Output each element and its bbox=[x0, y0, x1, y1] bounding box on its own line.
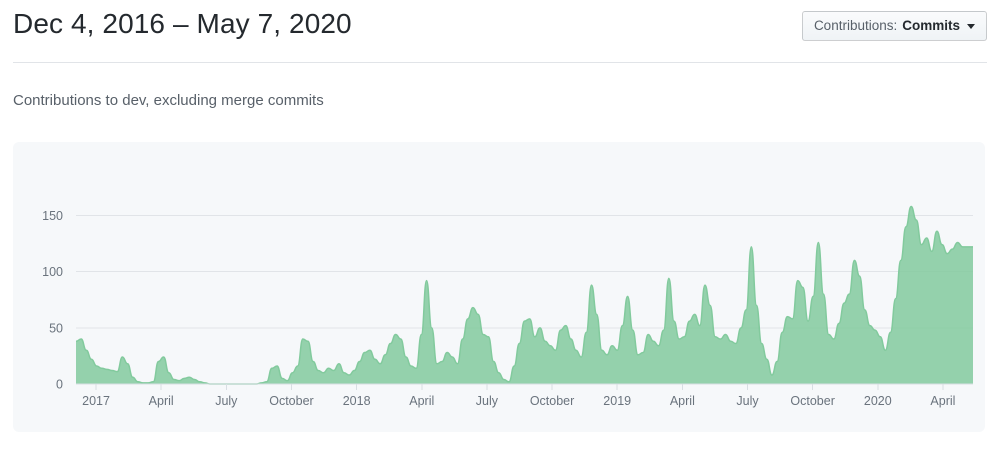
dropdown-selected-value: Commits bbox=[902, 18, 960, 34]
x-tick-label: July bbox=[476, 394, 499, 408]
y-tick-label: 50 bbox=[49, 321, 63, 335]
x-tick-label: October bbox=[530, 394, 574, 408]
x-tick-label: July bbox=[736, 394, 759, 408]
chart-area-series bbox=[75, 205, 974, 385]
y-tick-label: 150 bbox=[42, 209, 63, 223]
x-tick-label: July bbox=[215, 394, 238, 408]
x-tick-label: 2020 bbox=[864, 394, 892, 408]
x-tick-label: April bbox=[670, 394, 695, 408]
y-tick-label: 100 bbox=[42, 265, 63, 279]
x-tick-label: October bbox=[269, 394, 313, 408]
page-title: Dec 4, 2016 – May 7, 2020 bbox=[13, 8, 352, 39]
page-header: Dec 4, 2016 – May 7, 2020 Contributions:… bbox=[13, 0, 987, 62]
x-tick-label: 2019 bbox=[603, 394, 631, 408]
x-tick-label: April bbox=[149, 394, 174, 408]
contributions-type-dropdown[interactable]: Contributions: Commits bbox=[801, 11, 987, 41]
contributions-chart-panel: 0 50 100 150 2017 April July October 2018 April J… bbox=[13, 142, 985, 432]
x-tick-label: April bbox=[930, 394, 955, 408]
x-tick-label: 2017 bbox=[82, 394, 110, 408]
area-fill bbox=[76, 206, 973, 384]
x-tick-label: April bbox=[409, 394, 434, 408]
header-divider bbox=[13, 62, 987, 63]
contributions-area-chart: 0 50 100 150 2017 April July October 2018 April J… bbox=[42, 205, 974, 408]
x-tick-label: October bbox=[790, 394, 834, 408]
chart-axes bbox=[76, 383, 973, 390]
chart-subtitle: Contributions to dev, excluding merge co… bbox=[13, 92, 324, 109]
x-tick-label: 2018 bbox=[343, 394, 371, 408]
dropdown-prefix-label: Contributions: bbox=[813, 18, 898, 34]
y-tick-label: 0 bbox=[56, 378, 63, 392]
chart-x-tick-labels: 2017 April July October 2018 April July October… bbox=[82, 394, 955, 408]
chart-y-tick-labels: 0 50 100 150 bbox=[42, 209, 63, 392]
chevron-down-icon bbox=[967, 23, 975, 29]
